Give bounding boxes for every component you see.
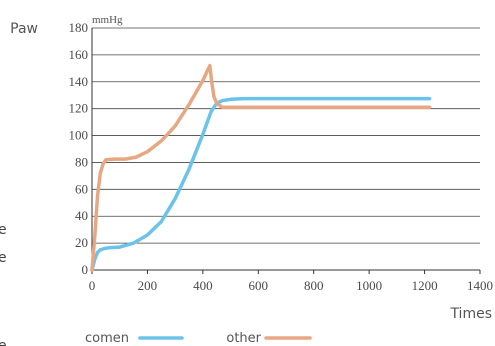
y-tick-label: 20 <box>75 235 88 250</box>
y-axis-label: Paw <box>10 21 38 37</box>
axes <box>91 28 480 271</box>
x-axis-label: Times <box>449 306 492 322</box>
x-tick-label: 0 <box>89 278 96 293</box>
series-line-comen <box>90 96 432 272</box>
series-line-other <box>90 63 432 272</box>
y-tick-label: 120 <box>69 101 89 116</box>
y-axis-unit: mmHg <box>92 14 123 26</box>
x-tick-labels: 0 200 400 600 800 1000 1200 1400 <box>89 270 493 293</box>
cropped-text-fragment: e <box>0 338 7 346</box>
x-tick-label: 1400 <box>467 278 493 293</box>
y-tick-label: 80 <box>75 154 88 169</box>
series-lines <box>90 63 432 272</box>
x-tick-label: 200 <box>138 278 158 293</box>
y-tick-label: 180 <box>69 20 89 35</box>
y-tick-label: 40 <box>75 208 88 223</box>
legend: comen other <box>85 331 312 346</box>
cropped-text-fragment: e <box>0 222 7 238</box>
legend-label-comen: comen <box>85 331 129 346</box>
y-tick-label: 0 <box>82 262 89 277</box>
y-tick-label: 160 <box>69 47 89 62</box>
gridlines <box>92 27 480 244</box>
y-tick-label: 140 <box>69 74 89 89</box>
y-tick-label: 60 <box>75 181 88 196</box>
x-tick-label: 1000 <box>356 278 382 293</box>
x-tick-label: 1200 <box>412 278 438 293</box>
x-tick-label: 400 <box>193 278 213 293</box>
legend-label-other: other <box>226 331 261 346</box>
x-tick-label: 800 <box>304 278 324 293</box>
cropped-text-fragment: e <box>0 250 7 266</box>
y-tick-labels: 0 20 40 60 80 100 120 140 160 180 <box>69 20 89 277</box>
x-tick-label: 600 <box>249 278 269 293</box>
y-tick-label: 100 <box>69 128 89 143</box>
